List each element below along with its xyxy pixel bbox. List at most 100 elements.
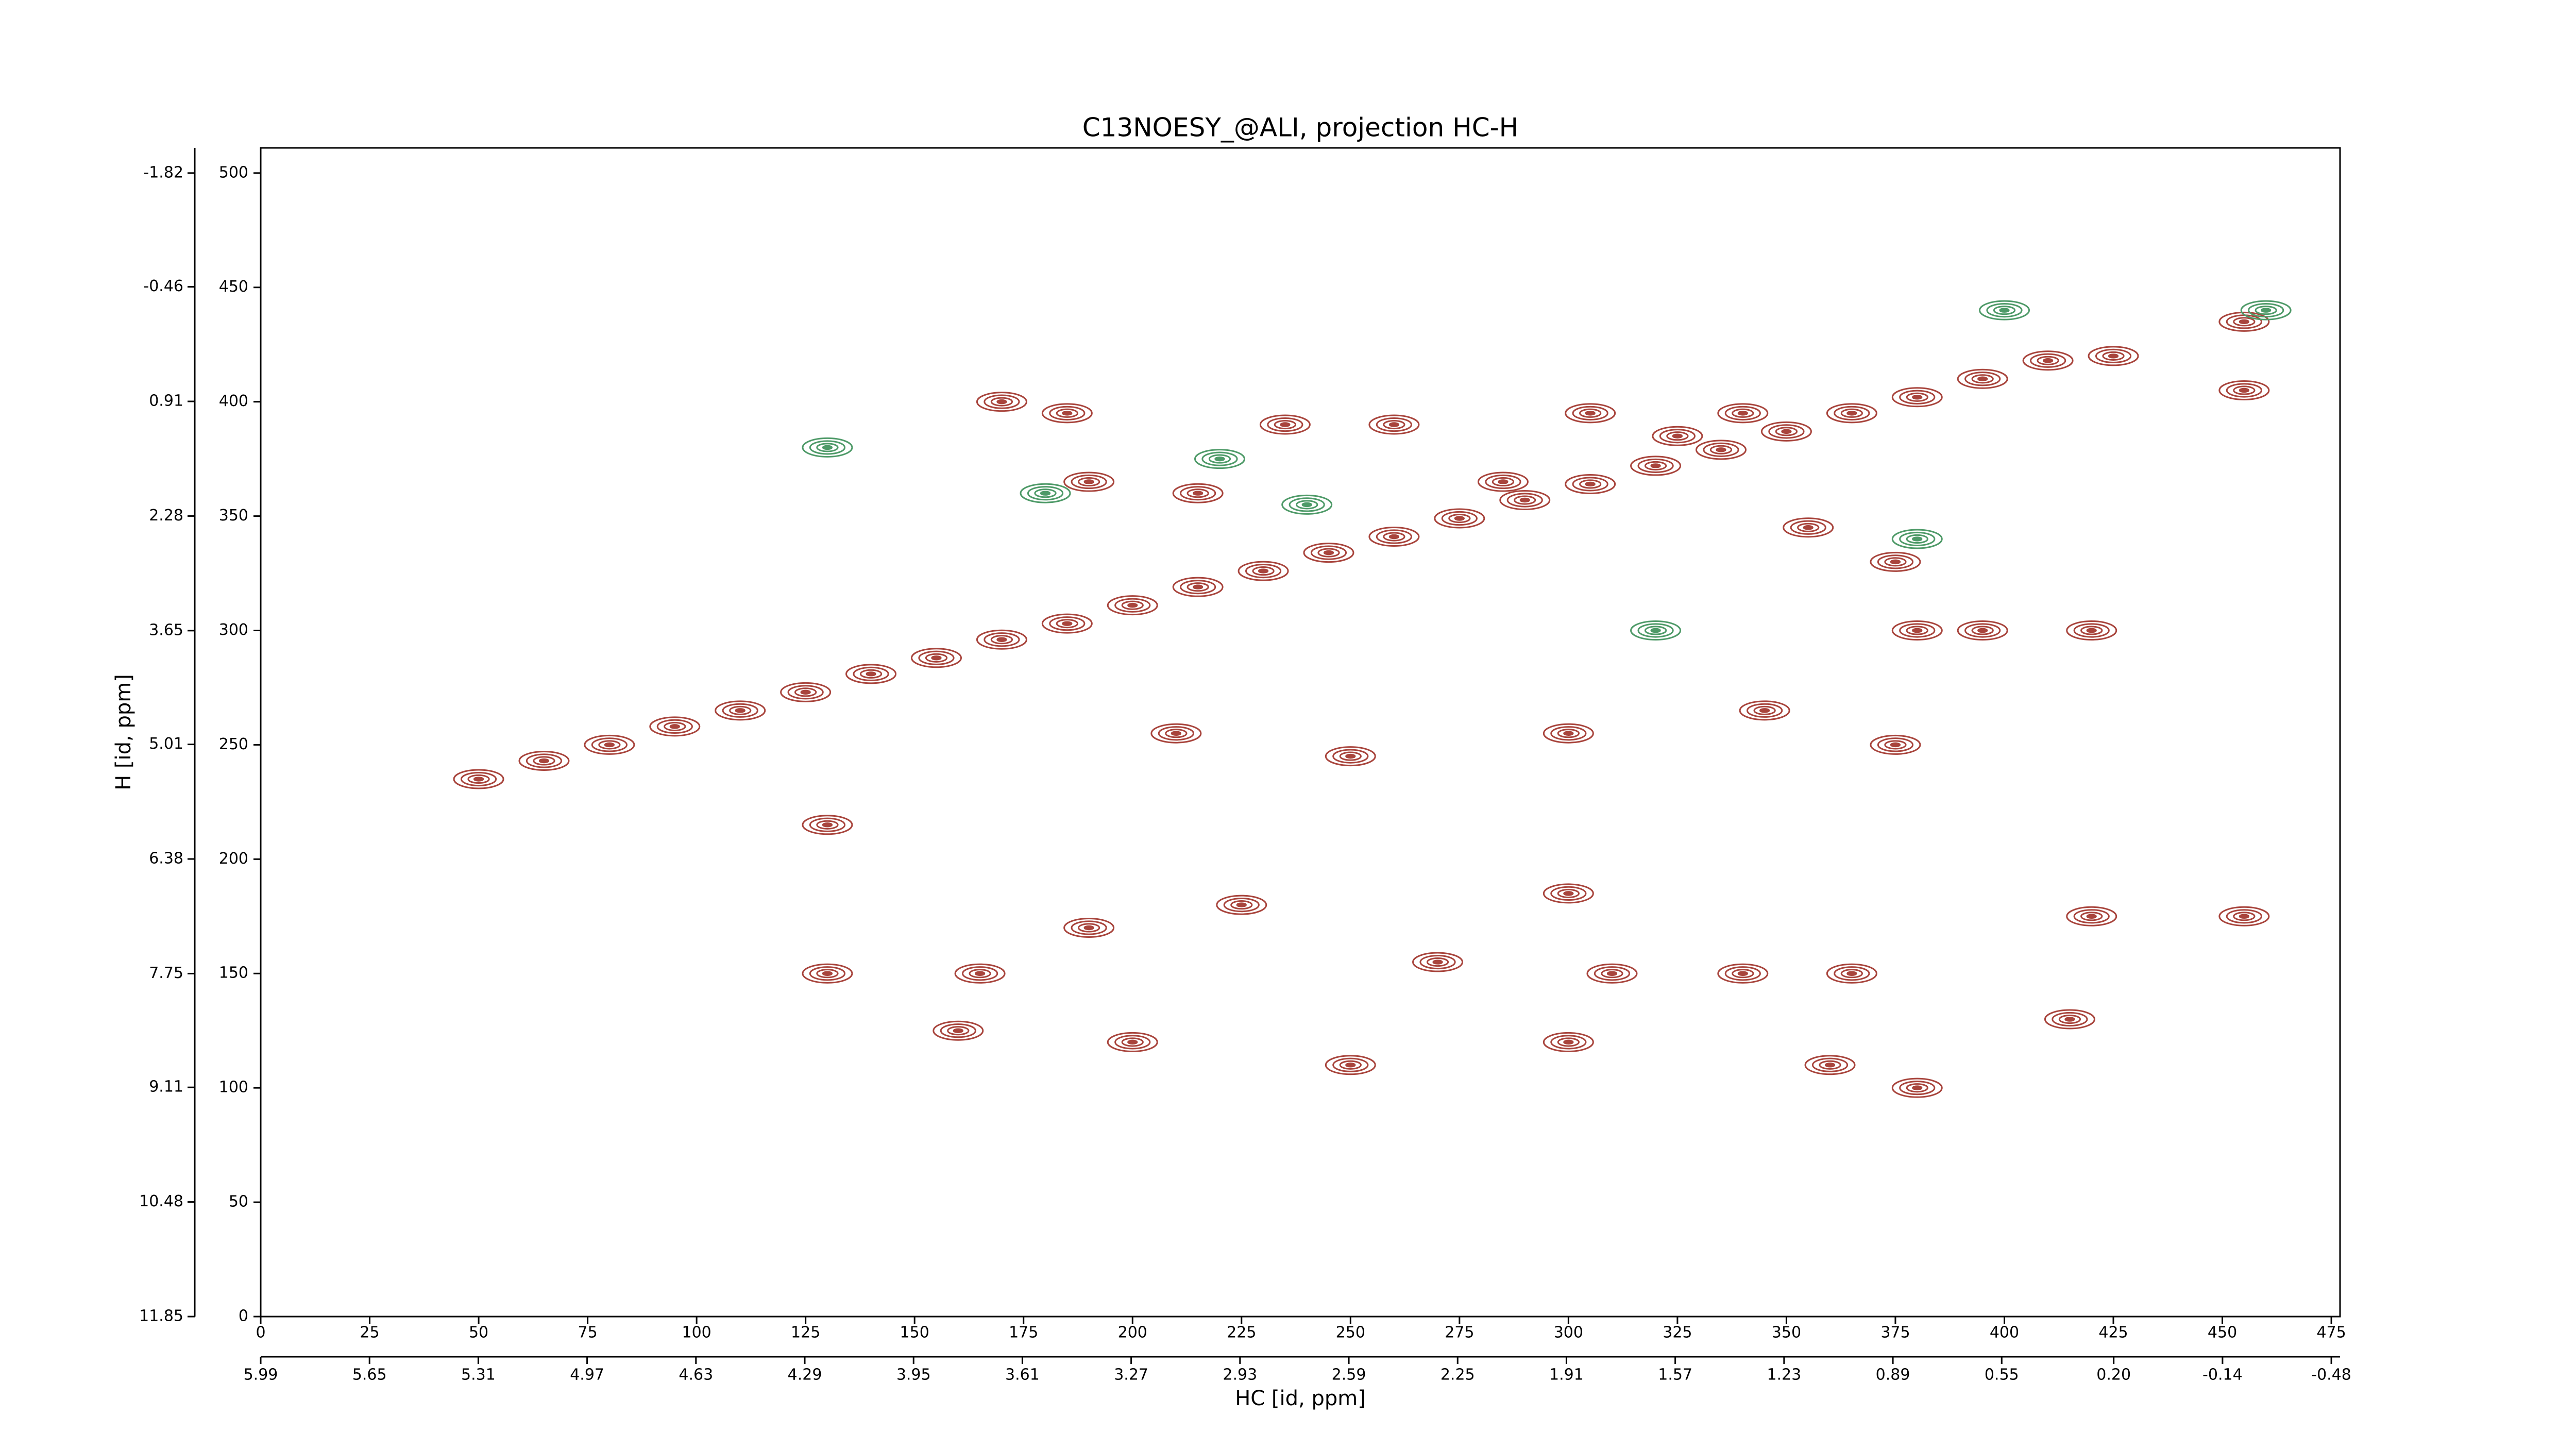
contour-level — [859, 669, 883, 679]
contour-level — [2218, 311, 2270, 332]
peak — [1696, 440, 1747, 460]
y2-tick-label: -1.82 — [143, 163, 183, 181]
contour-level — [1514, 495, 1536, 505]
contour-level — [1310, 545, 1347, 560]
peak — [2044, 1009, 2095, 1030]
contour-level — [1877, 737, 1914, 752]
x-axis-label: HC [id, ppm] — [1235, 1387, 1366, 1410]
contour-level — [1127, 602, 1138, 608]
contour-level — [1964, 372, 2001, 386]
contour-level — [1870, 551, 1921, 572]
contour-level — [1216, 895, 1267, 915]
contour-level — [1158, 726, 1194, 741]
peak — [2240, 300, 2292, 321]
x-tick-label: 50 — [469, 1324, 488, 1342]
contour-level — [664, 721, 686, 731]
contour-level — [460, 771, 497, 787]
x2-tick-label: 3.61 — [1005, 1366, 1040, 1384]
contour-level — [933, 1020, 984, 1041]
contour-level — [1659, 429, 1696, 444]
contour-level — [598, 740, 621, 750]
contour-level — [1912, 536, 1923, 542]
contour-level — [1121, 600, 1144, 610]
contour-level — [1325, 746, 1376, 767]
peak — [1063, 917, 1115, 938]
contour-level — [1063, 917, 1115, 938]
peak — [1543, 723, 1594, 744]
peak — [453, 769, 504, 789]
contour-level — [1563, 891, 1574, 896]
contour-level — [1630, 620, 1682, 641]
contour-level — [2022, 350, 2074, 371]
contour-level — [1912, 395, 1923, 400]
contour-level — [518, 750, 570, 771]
peak — [1543, 883, 1594, 904]
contour-level — [1565, 474, 1616, 494]
peak — [1238, 561, 1289, 581]
contour-level — [1339, 751, 1362, 761]
y2-tick-label: 11.85 — [139, 1307, 183, 1325]
contour-level — [1388, 534, 1400, 540]
peak — [1630, 620, 1682, 641]
contour-level — [656, 719, 693, 734]
contour-level — [2218, 906, 2270, 926]
contour-level — [1557, 729, 1580, 738]
peak — [1957, 620, 2008, 641]
y2-tick-label: 5.01 — [149, 735, 183, 753]
contour-level — [1236, 902, 1247, 907]
y-tick-label: 400 — [219, 392, 248, 410]
x2-tick-label: 0.20 — [2096, 1366, 2131, 1384]
y-tick-label: 350 — [219, 507, 248, 525]
contour-level — [1345, 1063, 1356, 1068]
contour-level — [1906, 1083, 1928, 1093]
contour-level — [990, 635, 1013, 645]
contour-level — [1267, 417, 1303, 432]
contour-level — [1441, 511, 1478, 526]
peak — [802, 437, 853, 458]
contour-level — [1906, 392, 1928, 402]
peak — [1412, 952, 1464, 972]
x2-tick-label: 1.57 — [1658, 1366, 1692, 1384]
peak — [1891, 1077, 1943, 1098]
contour-level — [1732, 408, 1754, 418]
contour-level — [1993, 306, 2016, 315]
contour-level — [1274, 419, 1297, 430]
contour-level — [1557, 1037, 1580, 1047]
x-tick-label: 425 — [2098, 1324, 2128, 1342]
contour-level — [1383, 532, 1405, 542]
contour-level — [780, 682, 832, 702]
contour-level — [1281, 494, 1333, 515]
contour-level — [1071, 474, 1107, 490]
peak — [1434, 508, 1485, 529]
contour-series — [802, 300, 2292, 641]
contour-level — [947, 1026, 970, 1036]
contour-level — [853, 666, 889, 681]
contour-level — [1107, 595, 1158, 616]
contour-level — [1834, 966, 1870, 981]
contour-level — [2052, 1012, 2088, 1027]
contour-level — [962, 966, 998, 981]
peak — [1020, 483, 1071, 503]
peak — [584, 734, 635, 755]
contour-level — [1121, 1037, 1144, 1047]
peak — [976, 392, 1027, 412]
contour-level — [533, 756, 555, 766]
peak — [1150, 723, 1202, 744]
contour-level — [1550, 1035, 1587, 1050]
x2-tick-label: 4.97 — [570, 1366, 604, 1384]
contour-level — [1579, 479, 1602, 489]
peak — [1630, 456, 1682, 476]
contour-level — [1519, 497, 1530, 503]
contour-level — [1317, 548, 1340, 558]
x-tick-label: 450 — [2208, 1324, 2237, 1342]
peak — [1281, 494, 1333, 515]
contour-level — [816, 969, 839, 979]
contour-level — [1834, 406, 1870, 420]
x2-tick-label: 1.23 — [1767, 1366, 1801, 1384]
contour-level — [1193, 584, 1204, 589]
contour-level — [1180, 486, 1216, 501]
contour-level — [2261, 308, 2272, 313]
contour-level — [2066, 906, 2117, 926]
contour-level — [996, 637, 1007, 642]
